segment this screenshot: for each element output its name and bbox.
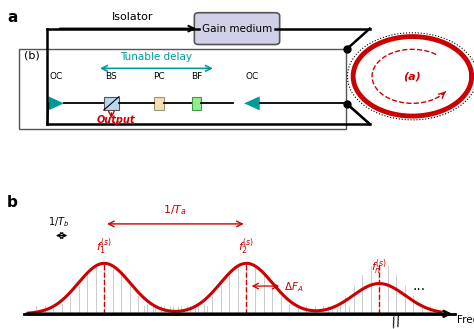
Text: $\Delta F_A$: $\Delta F_A$	[284, 281, 304, 294]
Text: Isolator: Isolator	[112, 12, 154, 22]
Text: ...: ...	[413, 279, 426, 293]
Text: BF: BF	[191, 72, 202, 81]
Polygon shape	[244, 96, 260, 110]
Text: $f_2^{(s)}$: $f_2^{(s)}$	[238, 237, 255, 257]
Text: BS: BS	[106, 72, 117, 81]
Text: (a): (a)	[403, 71, 421, 81]
Text: OC: OC	[49, 72, 63, 81]
Text: (b): (b)	[24, 51, 39, 61]
Text: OC: OC	[246, 72, 259, 81]
Text: PC: PC	[153, 72, 164, 81]
Text: Tunable delay: Tunable delay	[120, 52, 192, 62]
Text: $1/T_a$: $1/T_a$	[164, 203, 187, 217]
Text: Frequency: Frequency	[457, 315, 474, 325]
Text: $f_1^{(s)}$: $f_1^{(s)}$	[96, 237, 112, 257]
Bar	[192, 97, 201, 110]
Polygon shape	[48, 96, 64, 110]
Text: a: a	[7, 10, 18, 25]
Bar	[104, 97, 119, 110]
Bar	[19, 49, 346, 129]
Text: Gain medium: Gain medium	[202, 24, 272, 34]
Text: b: b	[7, 195, 18, 210]
FancyBboxPatch shape	[194, 13, 280, 44]
Text: Output: Output	[97, 115, 136, 125]
Text: //: //	[390, 314, 402, 329]
Text: $f_n^{(s)}$: $f_n^{(s)}$	[371, 258, 387, 277]
Bar	[154, 97, 164, 110]
Text: $1/T_b$: $1/T_b$	[48, 215, 70, 229]
